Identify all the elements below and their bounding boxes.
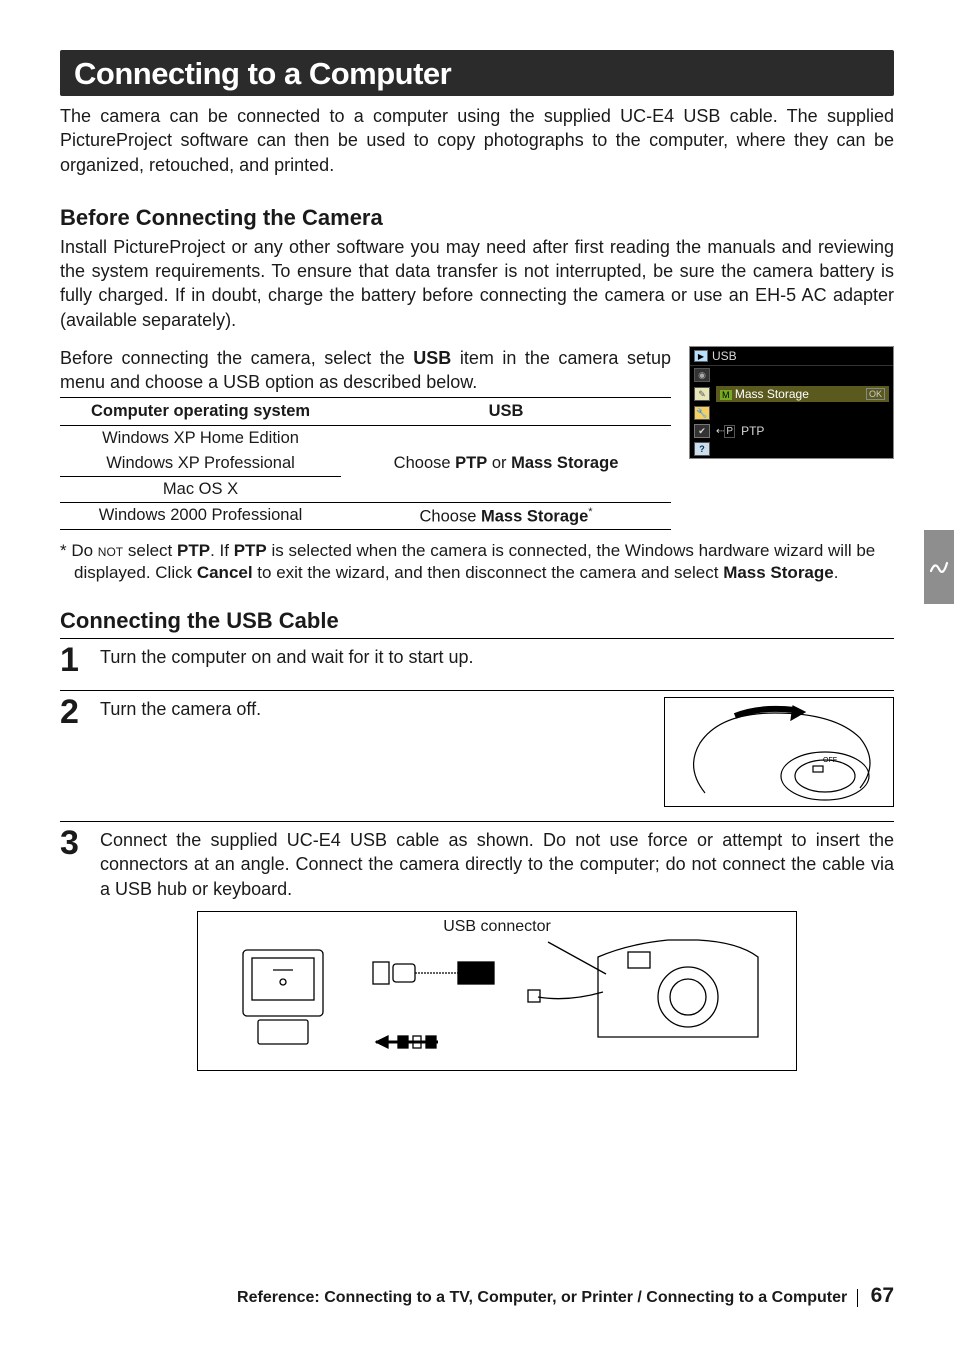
step-2: 2 Turn the camera off. OFF xyxy=(60,690,894,807)
os-cell: Mac OS X xyxy=(60,476,341,502)
lcd-title-text: USB xyxy=(712,349,737,363)
step-2-text: Turn the camera off. xyxy=(100,697,644,721)
page-title: Connecting to a Computer xyxy=(74,56,880,92)
step-1-text: Turn the computer on and wait for it to … xyxy=(100,645,894,676)
before-connecting-p1: Install PictureProject or any other soft… xyxy=(60,235,894,332)
usb-cell-mass: Choose Mass Storage* xyxy=(341,502,671,530)
before-connecting-p2: Before connecting the camera, select the… xyxy=(60,346,671,395)
os-cell: Windows XP Home Edition xyxy=(60,425,341,451)
wrench-icon: 🔧 xyxy=(694,406,710,420)
p2-usb-bold: USB xyxy=(413,348,451,368)
footer-breadcrumb: Reference: Connecting to a TV, Computer,… xyxy=(237,1289,858,1307)
lcd-row: ? xyxy=(690,440,893,458)
os-usb-table: Computer operating system USB Windows XP… xyxy=(60,397,671,531)
lcd-selected-option: M Mass Storage OK xyxy=(716,386,889,402)
section-title-bar: Connecting to a Computer xyxy=(60,50,894,96)
diagram-label: USB connector xyxy=(443,916,551,938)
camera-icon: ◉ xyxy=(694,368,710,382)
footnote-ptp: * Do not select PTP. If PTP is selected … xyxy=(60,540,894,584)
lcd-opt-ptp: PTP xyxy=(741,424,764,438)
camera-off-diagram: OFF xyxy=(664,697,894,807)
os-cell: Windows XP Professional xyxy=(60,451,341,477)
step-3-text: Connect the supplied UC-E4 USB cable as … xyxy=(100,828,894,901)
camera-lcd-menu: ▶ USB ◉ ✎ M Mass Storage OK 🔧 ✔ ⇠P PTP xyxy=(689,346,894,459)
usb-connection-diagram: USB connector xyxy=(197,911,797,1071)
intro-paragraph: The camera can be connected to a compute… xyxy=(60,104,894,177)
retouch-icon: ✔ xyxy=(694,424,710,438)
step-1: 1 Turn the computer on and wait for it t… xyxy=(60,638,894,676)
page-footer: Reference: Connecting to a TV, Computer,… xyxy=(60,1284,894,1308)
lcd-row-ptp: ✔ ⇠P PTP xyxy=(690,422,893,440)
subheading-connecting-cable: Connecting the USB Cable xyxy=(60,608,894,634)
side-thumb-tab xyxy=(924,530,954,604)
lcd-row: ◉ xyxy=(690,366,893,384)
svg-text:OFF: OFF xyxy=(823,757,837,764)
step-number: 1 xyxy=(60,645,86,676)
play-icon: ▶ xyxy=(694,350,708,362)
step-number: 3 xyxy=(60,828,86,1071)
ok-badge: OK xyxy=(866,388,885,400)
page-number: 67 xyxy=(871,1284,894,1307)
table-header-os: Computer operating system xyxy=(60,397,341,425)
step-number: 2 xyxy=(60,697,86,807)
os-cell: Windows 2000 Professional xyxy=(60,502,341,530)
subheading-before-connecting: Before Connecting the Camera xyxy=(60,205,894,231)
help-icon: ? xyxy=(694,442,710,456)
lcd-row-mass-storage: ✎ M Mass Storage OK xyxy=(690,384,893,404)
table-header-usb: USB xyxy=(341,397,671,425)
usb-cell-ptp-mass: Choose PTP or Mass Storage xyxy=(341,425,671,502)
p2-text-a: Before connecting the camera, select the xyxy=(60,348,413,368)
lcd-row: 🔧 xyxy=(690,404,893,422)
step-3: 3 Connect the supplied UC-E4 USB cable a… xyxy=(60,821,894,1071)
manual-page: Connecting to a Computer The camera can … xyxy=(0,0,954,1352)
lcd-opt-mass-storage: Mass Storage xyxy=(735,387,809,401)
usb-option-row: Before connecting the camera, select the… xyxy=(60,346,894,530)
pencil-icon: ✎ xyxy=(694,387,710,401)
table-row: Windows 2000 Professional Choose Mass St… xyxy=(60,502,671,530)
table-row: Windows XP Home Edition Choose PTP or Ma… xyxy=(60,425,671,451)
lcd-title-row: ▶ USB xyxy=(690,347,893,366)
